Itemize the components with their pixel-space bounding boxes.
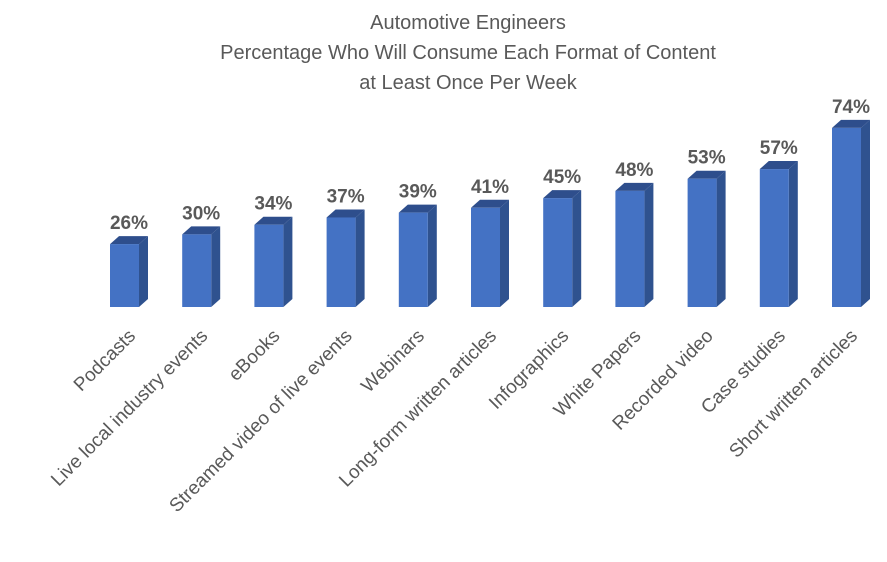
bar-top-streamed-video-of-live-events xyxy=(326,209,365,218)
data-label-podcasts: 26% xyxy=(110,213,148,234)
bar-front-infographics xyxy=(543,198,573,307)
bar-front-case-studies xyxy=(759,169,789,307)
bar-side-podcasts xyxy=(139,236,148,307)
category-label-podcasts: Podcasts xyxy=(70,326,140,396)
bar-top-webinars xyxy=(398,204,437,213)
bar-top-podcasts xyxy=(110,236,148,245)
bar-recorded-video xyxy=(687,170,726,307)
bar-side-case-studies xyxy=(788,161,798,307)
bar-webinars xyxy=(398,204,437,307)
chart-title-line-3: at Least Once Per Week xyxy=(359,72,578,94)
bar-front-ebooks xyxy=(254,224,284,307)
bar-side-recorded-video xyxy=(716,170,726,307)
bar-top-white-papers xyxy=(615,182,654,191)
bar-side-infographics xyxy=(572,190,582,307)
bar-infographics xyxy=(543,190,582,307)
bar-streamed-video-of-live-events xyxy=(326,209,365,307)
bar-side-ebooks xyxy=(283,216,293,307)
bar-top-live-local-industry-events xyxy=(182,226,221,235)
bar-top-short-written-articles xyxy=(832,119,870,128)
bar-side-white-papers xyxy=(644,182,654,307)
bar-top-infographics xyxy=(543,190,582,199)
data-label-white-papers: 48% xyxy=(615,160,653,181)
bar-front-streamed-video-of-live-events xyxy=(326,217,356,307)
bar-front-recorded-video xyxy=(687,178,717,307)
bar-case-studies xyxy=(759,161,798,307)
data-labels: 26% 30% 34% 37% 39% 41% 45% 48% 53% 57% 74% xyxy=(110,97,870,234)
bar-ebooks xyxy=(254,216,293,307)
bar-long-form-written-articles xyxy=(471,199,509,307)
data-label-infographics: 45% xyxy=(543,167,581,188)
chart-title-line-2: Percentage Who Will Consume Each Format … xyxy=(220,42,716,64)
bar-front-short-written-articles xyxy=(832,127,861,307)
data-label-ebooks: 34% xyxy=(254,194,292,215)
chart-title: Automotive Engineers Percentage Who Will… xyxy=(220,12,716,94)
bar-short-written-articles xyxy=(832,119,870,307)
data-label-long-form-written-articles: 41% xyxy=(471,177,509,198)
bar-top-case-studies xyxy=(759,161,798,170)
bar-podcasts xyxy=(110,236,148,307)
bar-front-podcasts xyxy=(110,244,139,307)
data-label-webinars: 39% xyxy=(399,182,437,203)
bar-front-webinars xyxy=(398,212,428,307)
bar-top-recorded-video xyxy=(687,170,726,179)
bar-side-webinars xyxy=(427,204,437,307)
bar-front-live-local-industry-events xyxy=(182,234,212,307)
data-label-live-local-industry-events: 30% xyxy=(182,203,220,224)
bar-side-streamed-video-of-live-events xyxy=(355,209,365,307)
data-label-short-written-articles: 74% xyxy=(832,97,870,118)
bar-front-long-form-written-articles xyxy=(471,207,500,307)
data-label-streamed-video-of-live-events: 37% xyxy=(327,186,365,207)
data-label-case-studies: 57% xyxy=(760,138,798,159)
bar-top-long-form-written-articles xyxy=(471,199,509,208)
bar-white-papers xyxy=(615,182,654,307)
chart-title-line-1: Automotive Engineers xyxy=(370,12,566,34)
data-label-recorded-video: 53% xyxy=(688,148,726,169)
bar-side-long-form-written-articles xyxy=(500,199,509,307)
bars xyxy=(110,119,870,307)
bar-front-white-papers xyxy=(615,190,645,307)
category-label-ebooks: eBooks xyxy=(225,326,285,386)
bar-top-ebooks xyxy=(254,216,293,225)
category-label-webinars: Webinars xyxy=(357,326,428,397)
bar-side-short-written-articles xyxy=(861,119,870,307)
bar-side-live-local-industry-events xyxy=(211,226,221,307)
bar-live-local-industry-events xyxy=(182,226,221,307)
category-label-short-written-articles: Short written articles xyxy=(725,326,862,463)
